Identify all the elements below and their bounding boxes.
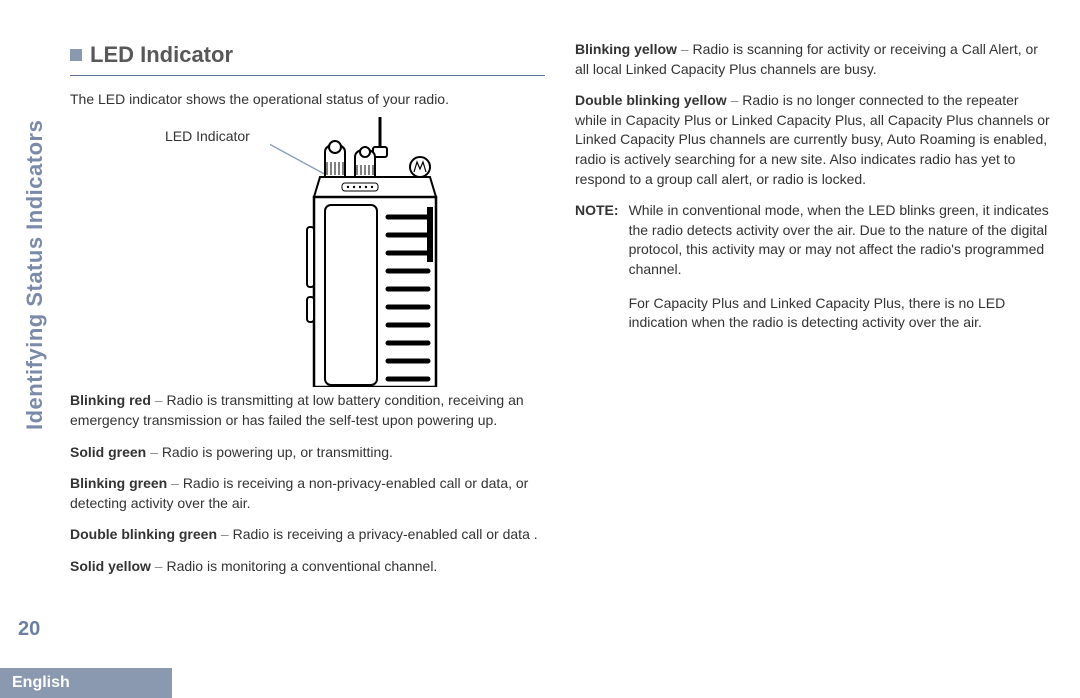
status-desc: Radio is monitoring a conventional chann… [166,558,437,574]
status-term: Blinking green [70,475,167,491]
status-desc: Radio is receiving a privacy-enabled cal… [233,526,538,542]
status-term: Solid green [70,444,146,460]
status-entry: Solid green – Radio is powering up, or t… [70,443,545,463]
note-paragraph: While in conventional mode, when the LED… [629,201,1050,279]
note-block: NOTE: While in conventional mode, when t… [575,201,1050,347]
callout-label: LED Indicator [165,127,250,147]
radio-illustration-block: LED Indicator [70,117,545,387]
language-label: English [12,674,70,692]
content-area: LED Indicator The LED indicator shows th… [70,40,1050,658]
dash: – [155,392,167,408]
status-term: Double blinking yellow [575,92,727,108]
status-desc: Radio is powering up, or transmitting. [162,444,393,460]
language-bar: English [0,668,172,698]
status-entry: Blinking red – Radio is transmitting at … [70,391,545,430]
status-entry: Double blinking green – Radio is receivi… [70,525,545,545]
note-label: NOTE: [575,201,619,347]
section-heading: LED Indicator [90,40,233,71]
heading-bullet-icon [70,49,82,61]
dash: – [171,475,183,491]
status-term: Solid yellow [70,558,151,574]
radio-illustration [270,117,460,387]
status-term: Blinking red [70,392,151,408]
status-term: Blinking yellow [575,41,677,57]
dash: – [681,41,693,57]
note-paragraph: For Capacity Plus and Linked Capacity Pl… [629,294,1050,333]
status-entry: Blinking yellow – Radio is scanning for … [575,40,1050,79]
dash: – [155,558,167,574]
intro-text: The LED indicator shows the operational … [70,90,545,110]
dash: – [731,92,743,108]
status-entry: Solid yellow – Radio is monitoring a con… [70,557,545,577]
status-entry: Double blinking yellow – Radio is no lon… [575,91,1050,189]
heading-row: LED Indicator [70,40,545,71]
page-number: 20 [18,618,40,641]
column-left: LED Indicator The LED indicator shows th… [70,40,545,658]
page: Identifying Status Indicators 20 English… [0,0,1080,698]
column-right: Blinking yellow – Radio is scanning for … [575,40,1050,658]
heading-rule [70,75,545,76]
status-entry: Blinking green – Radio is receiving a no… [70,474,545,513]
dash: – [221,526,233,542]
dash: – [150,444,162,460]
side-section-label: Identifying Status Indicators [22,120,48,430]
status-term: Double blinking green [70,526,217,542]
note-body: While in conventional mode, when the LED… [629,201,1050,347]
